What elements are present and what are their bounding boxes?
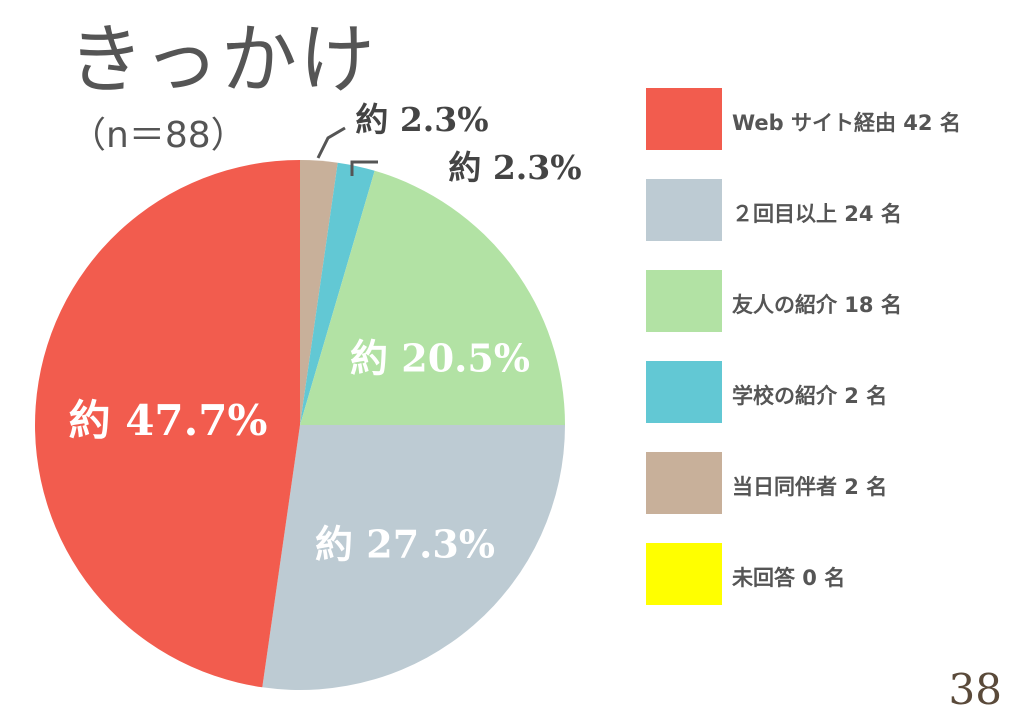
legend-swatch bbox=[646, 452, 722, 514]
legend-label: Web サイト経由 42 名 bbox=[732, 111, 961, 135]
legend-label: 学校の紹介 2 名 bbox=[732, 384, 888, 408]
legend-item: ２回目以上 24 名 bbox=[646, 179, 1006, 241]
slice-percent-label-3: 約 27.3% bbox=[315, 522, 495, 567]
pie-labels: 約 2.3% 約 2.3% 約 20.5% 約 27.3% 約 47.7% bbox=[69, 100, 582, 567]
chart-title: きっかけ bbox=[68, 15, 377, 104]
legend-swatch bbox=[646, 543, 722, 605]
pie-slices bbox=[34, 160, 565, 690]
legend-item: 学校の紹介 2 名 bbox=[646, 361, 1006, 423]
chart-subtitle: （n＝88） bbox=[70, 115, 247, 156]
legend-label: 友人の紹介 18 名 bbox=[732, 293, 902, 317]
pie-slice-0 bbox=[300, 160, 338, 425]
legend-swatch bbox=[646, 270, 722, 332]
legend-item: Web サイト経由 42 名 bbox=[646, 88, 1006, 150]
legend-swatch bbox=[646, 88, 722, 150]
legend-item: 当日同伴者 2 名 bbox=[646, 452, 1006, 514]
pie-callouts bbox=[316, 126, 378, 176]
callout-line-0 bbox=[316, 126, 346, 159]
legend-label: 当日同伴者 2 名 bbox=[732, 475, 888, 499]
slice-percent-label-4: 約 47.7% bbox=[69, 396, 268, 445]
pie-slice-4 bbox=[34, 160, 300, 688]
pie-slice-2 bbox=[300, 170, 565, 425]
slice-percent-label-2: 約 20.5% bbox=[350, 336, 530, 381]
pie-slice-1 bbox=[300, 162, 375, 425]
legend-swatch bbox=[646, 361, 722, 423]
legend-label: 未回答 0 名 bbox=[732, 566, 846, 590]
legend-label: ２回目以上 24 名 bbox=[732, 202, 902, 226]
legend-swatch bbox=[646, 179, 722, 241]
slice-percent-label-1: 約 2.3% bbox=[448, 148, 581, 187]
legend-item: 未回答 0 名 bbox=[646, 543, 1006, 605]
pie-slice-3 bbox=[262, 425, 565, 690]
callout-line-1 bbox=[350, 160, 378, 176]
legend-item: 友人の紹介 18 名 bbox=[646, 270, 1006, 332]
slice-percent-label-0: 約 2.3% bbox=[355, 100, 488, 139]
page-number: 38 bbox=[948, 665, 1002, 714]
